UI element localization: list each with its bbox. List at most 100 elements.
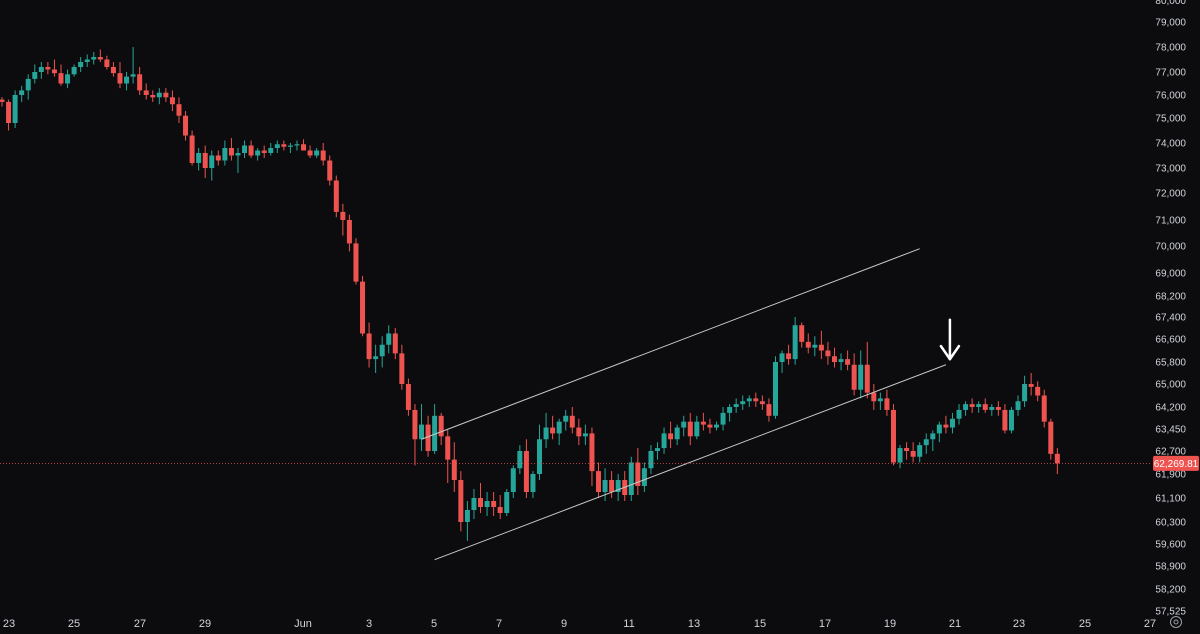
candle — [910, 442, 916, 463]
candle — [91, 52, 97, 65]
candle — [0, 97, 5, 107]
time-tick-label: 11 — [623, 618, 634, 630]
price-tick-label: 69,000 — [1155, 269, 1186, 280]
candle — [25, 74, 31, 100]
candle — [163, 88, 169, 102]
price-tick-label: 80,000 — [1155, 0, 1186, 7]
candle — [117, 62, 123, 89]
time-axis[interactable]: 23 25 27 29 Jun 3 5 7 9 11 13 15 17 19 21 23 25 27 — [3, 618, 1156, 630]
candle — [517, 445, 523, 474]
candle — [392, 328, 398, 360]
time-tick-label: 21 — [949, 618, 961, 630]
candle — [333, 175, 339, 218]
candle — [543, 412, 549, 449]
candle — [864, 341, 870, 399]
price-tick-label: 78,000 — [1155, 43, 1186, 54]
candle — [904, 442, 910, 460]
candle — [936, 421, 942, 443]
candle — [261, 145, 267, 158]
price-axis[interactable]: 80,000 79,000 78,000 77,000 76,000 75,000 74,0… — [1153, 0, 1199, 618]
candle — [982, 398, 988, 413]
candle — [995, 401, 1001, 416]
candle — [307, 145, 313, 158]
candle — [641, 462, 647, 492]
settings-icon[interactable] — [1170, 616, 1182, 628]
candle — [707, 418, 713, 434]
trendline[interactable] — [421, 248, 920, 440]
candle — [674, 424, 680, 446]
candle — [6, 99, 12, 131]
price-tick-label: 74,000 — [1155, 139, 1186, 150]
time-tick-label: 5 — [431, 618, 437, 630]
price-tick-label: 76,000 — [1155, 91, 1186, 102]
candle — [464, 501, 470, 541]
candle — [609, 471, 615, 498]
candle — [65, 69, 71, 89]
candle — [831, 347, 837, 368]
time-tick-label: 3 — [366, 618, 372, 630]
time-tick-label: 17 — [819, 618, 831, 630]
candle — [196, 148, 202, 171]
candle — [432, 404, 438, 454]
candle — [799, 322, 805, 348]
candle — [635, 448, 641, 495]
trendline[interactable] — [434, 364, 947, 561]
candle — [183, 111, 189, 141]
candle — [71, 64, 77, 77]
candle — [104, 55, 110, 70]
candle — [360, 275, 366, 337]
candle — [746, 395, 752, 407]
candle — [989, 404, 995, 416]
candle — [314, 148, 320, 158]
candle — [327, 155, 333, 186]
candle — [884, 389, 890, 416]
candle — [661, 427, 667, 454]
candle — [97, 49, 103, 62]
candle — [877, 392, 883, 410]
candle — [687, 412, 693, 446]
price-tick-label: 71,000 — [1155, 216, 1186, 227]
time-tick-label: 23 — [1013, 618, 1025, 630]
candle — [228, 138, 234, 161]
candle — [766, 398, 772, 422]
candle — [530, 471, 536, 498]
candle — [235, 148, 241, 173]
price-tick-label: 77,000 — [1155, 68, 1186, 79]
price-tick-label: 63,450 — [1155, 425, 1186, 436]
arrow-down-icon[interactable] — [939, 318, 961, 361]
candle — [58, 64, 64, 86]
candle — [320, 143, 326, 166]
candle — [753, 392, 759, 407]
candle — [943, 415, 949, 434]
time-tick-label: Jun — [294, 618, 312, 630]
price-tick-label: 61,900 — [1155, 470, 1186, 481]
candle — [19, 85, 25, 102]
candle — [438, 412, 444, 446]
candle — [110, 62, 116, 77]
candle — [582, 424, 588, 446]
candle — [648, 445, 654, 474]
candle — [858, 350, 864, 399]
candle — [137, 67, 143, 95]
time-tick-label: 27 — [134, 618, 146, 630]
candle — [733, 398, 739, 413]
drawing-tools — [421, 248, 961, 561]
candle — [84, 54, 90, 67]
time-tick-label: 9 — [561, 618, 567, 630]
candle — [143, 83, 149, 100]
candle — [779, 350, 785, 373]
candle — [1048, 418, 1054, 460]
candle — [805, 333, 811, 354]
candle — [399, 344, 405, 390]
candle — [1041, 389, 1047, 428]
candle — [1008, 407, 1014, 434]
price-tick-label: 70,000 — [1155, 242, 1186, 253]
candle — [255, 148, 261, 161]
candle — [563, 409, 569, 431]
candle — [405, 378, 411, 416]
candle — [569, 407, 575, 434]
time-tick-label: 15 — [754, 618, 766, 630]
candle — [963, 401, 969, 416]
candle — [930, 430, 936, 451]
